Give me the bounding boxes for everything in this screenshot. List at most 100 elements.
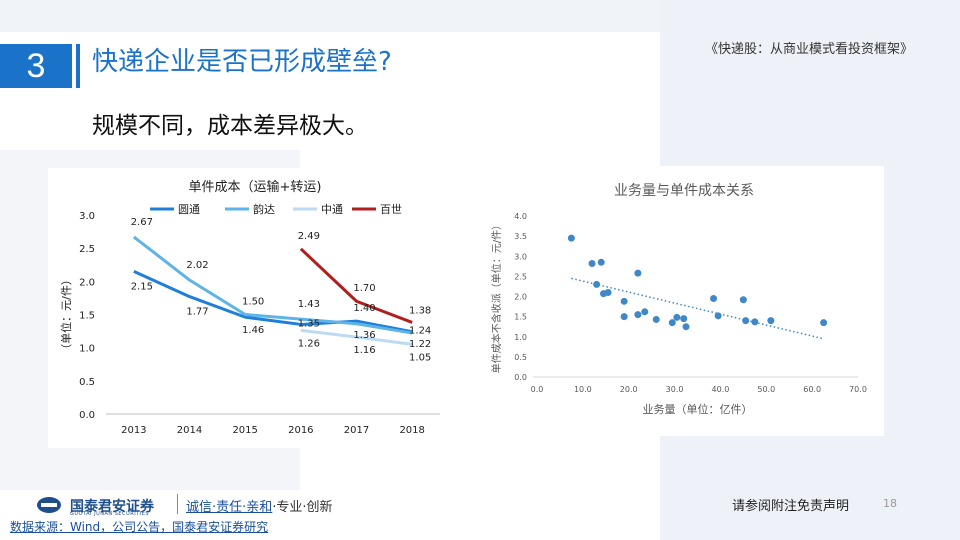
- company-slogan: 诚信·责任·亲和·专业·创新: [186, 496, 333, 515]
- scatter-point: [634, 311, 642, 319]
- data-label: 1.70: [353, 283, 375, 294]
- data-label: 2.67: [131, 217, 153, 228]
- scatter-point: [820, 319, 828, 327]
- scatter-point: [682, 323, 690, 331]
- y-tick-label: 3.0: [514, 252, 527, 261]
- x-tick-label: 10.0: [574, 385, 592, 394]
- legend-label: 圆通: [178, 203, 200, 216]
- series-line-百世: [299, 247, 413, 324]
- scatter-point: [739, 296, 747, 304]
- section-divider: [76, 44, 80, 88]
- scatter-point: [668, 319, 676, 327]
- data-label: 1.38: [409, 305, 431, 316]
- company-brand-en: GUOTAI JUNAN SECURITIES: [70, 511, 150, 517]
- x-tick-label: 2015: [232, 425, 257, 436]
- y-tick-label: 0.5: [79, 377, 95, 388]
- scatter-point: [634, 269, 642, 277]
- legend-label: 百世: [380, 203, 402, 216]
- y-tick-label: 2.0: [79, 277, 95, 288]
- scatter-point: [680, 315, 688, 323]
- page-title: 快递企业是否已形成壁垒?: [92, 47, 392, 77]
- scatter-point: [751, 318, 759, 326]
- y-tick-label: 0.0: [79, 410, 95, 421]
- x-tick-label: 2014: [177, 425, 202, 436]
- y-tick-label: 2.5: [514, 272, 527, 281]
- data-label: 1.22: [409, 339, 431, 350]
- scatter-point: [593, 280, 601, 288]
- page-number: 18: [883, 497, 897, 510]
- lead-statement: 规模不同，成本差异极大。: [92, 113, 368, 139]
- data-label: 1.43: [298, 299, 320, 310]
- data-label: 1.36: [353, 330, 375, 341]
- x-tick-label: 40.0: [712, 385, 730, 394]
- scatter-point: [588, 259, 596, 267]
- data-label: 2.15: [131, 281, 153, 292]
- x-tick-label: 70.0: [849, 385, 867, 394]
- scatter-point: [604, 288, 612, 296]
- line-chart-panel: 单件成本（运输+转运) 圆通 韵达 中通 百世 0.0 0.5 1.0 1.5 2.0 2.5 3.0…: [48, 168, 463, 448]
- data-label: 1.40: [353, 303, 375, 314]
- x-axis-label: 业务量（单位：亿件）: [643, 402, 753, 416]
- scatter-point: [597, 258, 605, 266]
- scatter-point: [652, 315, 660, 323]
- legend-label: 韵达: [253, 202, 275, 216]
- x-tick-label: 2018: [399, 425, 424, 436]
- scatter-point: [641, 308, 649, 316]
- scatter-point: [714, 312, 722, 320]
- unit-cost-line-chart: 单件成本（运输+转运) 圆通 韵达 中通 百世 0.0 0.5 1.0 1.5 2.0 2.5 3.0…: [59, 179, 440, 436]
- y-axis-label: 单件成本不含收派（单位：元/件）: [490, 220, 503, 373]
- data-label: 1.35: [298, 318, 320, 329]
- x-tick-label: 60.0: [803, 385, 821, 394]
- report-subtitle: 《快递股：从商业模式看投资框架》: [705, 42, 914, 57]
- section-number: 3: [0, 44, 72, 88]
- scatter-point: [620, 313, 628, 321]
- y-tick-label: 0.0: [514, 373, 527, 382]
- series-line-圆通: [133, 270, 413, 334]
- volume-cost-scatter-chart: 业务量与单件成本关系 0.0 0.5 1.0 1.5 2.0 2.5 3.0 3.5 4.0 0.0…: [490, 183, 867, 416]
- company-logo-icon: [37, 497, 61, 513]
- y-tick-label: 1.5: [79, 311, 95, 322]
- x-tick-label: 2013: [121, 425, 146, 436]
- series-line-韵达: [132, 235, 413, 335]
- data-label: 1.46: [242, 325, 264, 336]
- y-tick-label: 4.0: [514, 212, 527, 221]
- y-tick-label: 0.5: [514, 353, 527, 362]
- y-axis-label: （单位：元/件）: [59, 274, 73, 355]
- data-source-link[interactable]: 数据来源：Wind，公司公告，国泰君安证券研究: [10, 520, 269, 534]
- x-tick-label: 2016: [288, 425, 313, 436]
- scatter-point: [567, 234, 575, 242]
- y-tick-label: 2.5: [79, 244, 95, 255]
- scatter-point: [673, 313, 681, 321]
- x-tick-label: 2017: [344, 425, 369, 436]
- y-tick-label: 1.0: [514, 333, 527, 342]
- slogan-link[interactable]: 诚信·责任·亲和: [186, 500, 273, 515]
- y-tick-label: 3.5: [514, 232, 527, 241]
- data-label: 2.02: [186, 260, 208, 271]
- scatter-point: [742, 317, 750, 325]
- x-tick-label: 50.0: [757, 385, 775, 394]
- x-tick-label: 0.0: [531, 385, 544, 394]
- slogan-rest: ·专业·创新: [272, 500, 333, 515]
- data-label: 1.05: [409, 352, 431, 363]
- data-label: 1.24: [409, 326, 431, 337]
- scatter-point: [710, 295, 718, 303]
- y-tick-label: 3.0: [79, 211, 95, 222]
- scatter-point: [620, 297, 628, 305]
- footer-divider: [177, 494, 178, 514]
- series-line-中通: [300, 328, 413, 346]
- chart-title: 单件成本（运输+转运): [189, 179, 322, 195]
- scatter-chart-panel: 业务量与单件成本关系 0.0 0.5 1.0 1.5 2.0 2.5 3.0 3.5 4.0 0.0…: [484, 166, 884, 436]
- data-label: 1.26: [298, 338, 320, 349]
- y-tick-label: 2.0: [514, 293, 527, 302]
- y-tick-label: 1.5: [514, 313, 527, 322]
- data-label: 1.77: [186, 307, 208, 318]
- chart-title: 业务量与单件成本关系: [614, 183, 754, 199]
- x-tick-label: 20.0: [620, 385, 638, 394]
- data-label: 1.50: [242, 297, 264, 308]
- x-tick-label: 30.0: [666, 385, 684, 394]
- data-label: 1.16: [353, 345, 375, 356]
- disclaimer-note: 请参阅附注免责声明: [732, 499, 850, 514]
- data-label: 2.49: [298, 231, 320, 242]
- trend-line: [571, 277, 824, 340]
- scatter-point: [767, 317, 775, 325]
